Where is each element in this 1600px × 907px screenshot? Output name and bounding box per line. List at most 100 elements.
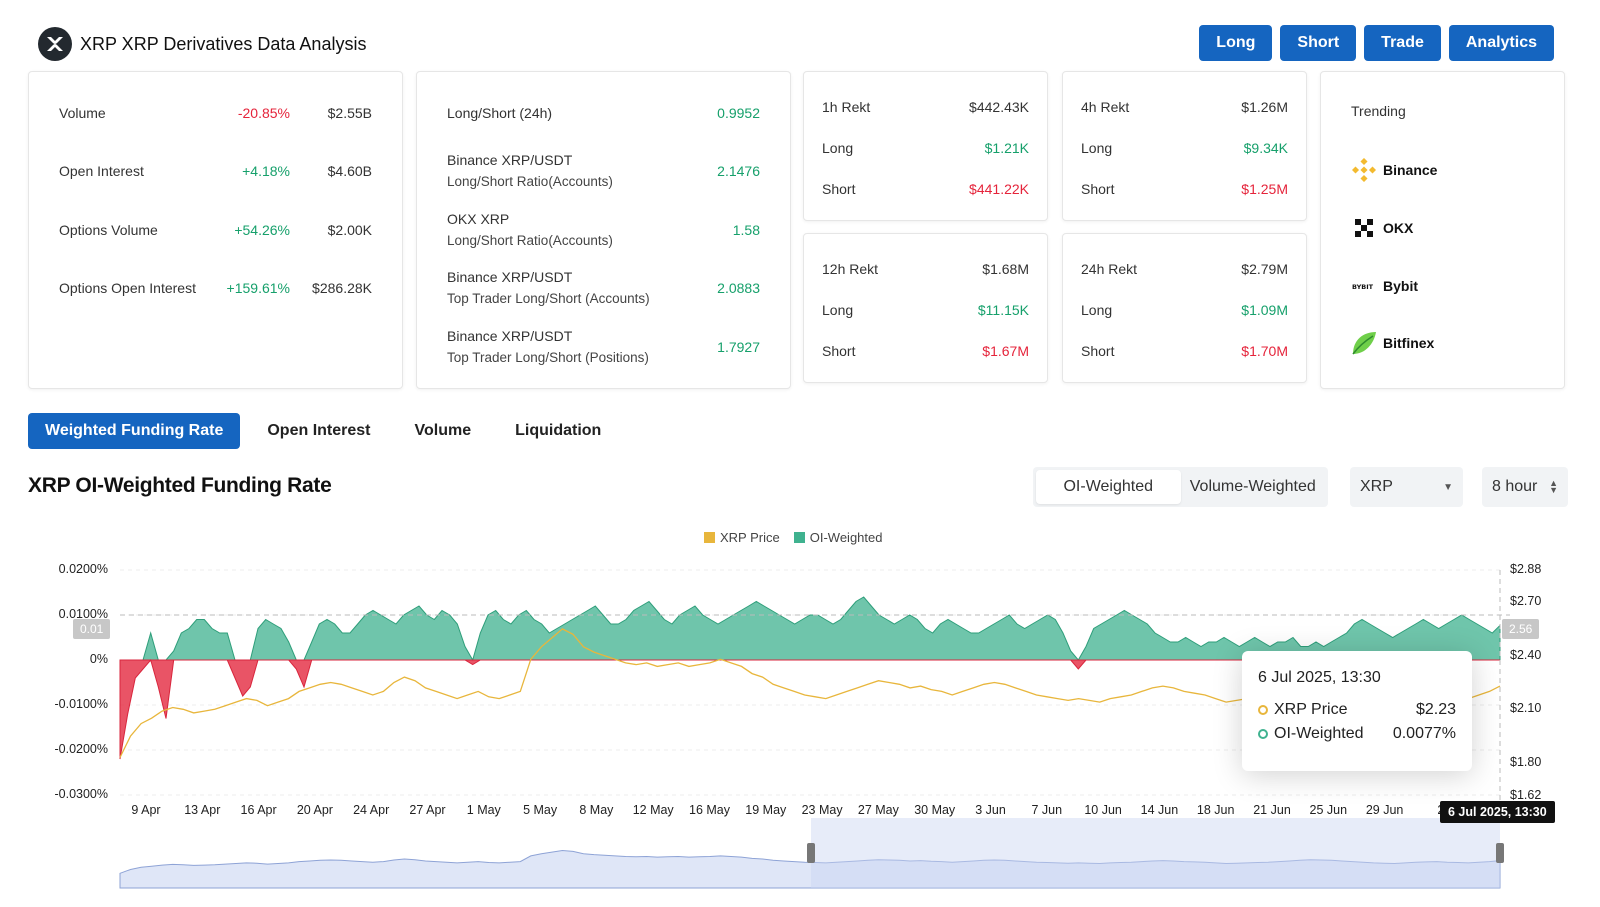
volume-weighted-option[interactable]: Volume-Weighted (1189, 478, 1316, 495)
x-axis-tick: 1 May (466, 803, 501, 817)
top-nav: Long Short Trade Analytics (1199, 25, 1554, 61)
x-axis-tick: 13 Apr (184, 803, 221, 817)
x-axis-tick: 27 Apr (409, 803, 446, 817)
stat-options-open-interest: Options Open Interest +159.61% $286.28K (59, 280, 372, 296)
x-axis-tick: 30 May (914, 803, 956, 817)
stat-change: +159.61% (226, 280, 290, 296)
tab-liquidation[interactable]: Liquidation (515, 422, 602, 439)
rekt-total: $1.26M (1241, 99, 1288, 115)
x-axis-tick: 21 Jun (1253, 803, 1291, 817)
stat-value: $4.60B (327, 163, 372, 179)
tooltip-row-price: XRP Price $2.23 (1258, 701, 1456, 719)
crosshair-right-label: 2.56 (1502, 619, 1540, 639)
ls-value: 1.58 (732, 221, 760, 238)
stat-change: +4.18% (242, 163, 290, 179)
trending-item-bitfinex[interactable]: Bitfinex (1351, 330, 1434, 356)
tab-weighted-funding-rate[interactable]: Weighted Funding Rate (28, 413, 241, 449)
crosshair-x-label: 6 Jul 2025, 13:30 (1440, 801, 1555, 823)
x-axis-tick: 3 Jun (975, 803, 1006, 817)
rekt-short-value: $1.25M (1241, 181, 1288, 197)
interval-select-value: 8 hour (1492, 478, 1538, 495)
x-axis-tick: 16 May (689, 803, 730, 817)
rekt-title: 12h Rekt (822, 261, 879, 277)
trending-item-binance[interactable]: Binance (1351, 157, 1437, 183)
stat-options-volume: Options Volume +54.26% $2.00K (59, 222, 372, 238)
rekt-card-4h: 4h Rekt $1.26M Long $9.34K Short $1.25M (1062, 71, 1307, 221)
rekt-card-1h: 1h Rekt $442.43K Long $1.21K Short $441.22K (803, 71, 1048, 221)
rekt-short-label: Short (1081, 343, 1115, 359)
rekt-long-value: $11.15K (977, 302, 1029, 318)
trending-item-bybit[interactable]: BYBIT Bybit (1351, 273, 1418, 299)
y-left-tick: 0% (89, 652, 108, 666)
stat-value: $2.55B (327, 105, 372, 121)
analytics-button[interactable]: Analytics (1448, 25, 1554, 61)
x-axis-tick: 29 Jun (1365, 803, 1404, 817)
y-left-tick: -0.0300% (54, 787, 108, 801)
caret-down-icon: ▼ (1443, 481, 1453, 493)
oi-weighted-option[interactable]: OI-Weighted (1036, 470, 1181, 504)
trending-item-okx[interactable]: OKX (1351, 215, 1413, 241)
rekt-short-value: $1.67M (982, 343, 1029, 359)
y-right-tick: $1.80 (1510, 755, 1542, 769)
rekt-long-label: Long (822, 302, 854, 318)
ls-label: Binance XRP/USDT (447, 269, 573, 285)
tooltip-series-value: $2.23 (1415, 701, 1456, 718)
x-axis-tick: 19 May (745, 803, 787, 817)
rekt-long-label: Long (1081, 302, 1113, 318)
weighting-toggle: OI-Weighted Volume-Weighted (1033, 467, 1328, 507)
ls-label: Long/Short (24h) (447, 105, 553, 121)
y-left-tick: -0.0100% (54, 697, 108, 711)
y-left-tick: -0.0200% (54, 742, 108, 756)
x-axis-tick: 18 Jun (1196, 803, 1235, 817)
short-button[interactable]: Short (1280, 25, 1357, 61)
x-axis-tick: 10 Jun (1084, 803, 1122, 817)
rekt-long-label: Long (1081, 140, 1113, 156)
ls-value: 0.9952 (717, 105, 760, 121)
trending-title: Trending (1351, 103, 1406, 119)
stat-value: $2.00K (327, 222, 372, 238)
stat-volume: Volume -20.85% $2.55B (59, 105, 372, 121)
okx-icon (1351, 215, 1377, 241)
chart-tooltip: 6 Jul 2025, 13:30 XRP Price $2.23 OI-Wei… (1242, 651, 1472, 771)
rekt-card-12h: 12h Rekt $1.68M Long $11.15K Short $1.67M (803, 233, 1048, 383)
rekt-total: $2.79M (1241, 261, 1288, 277)
tooltip-date: 6 Jul 2025, 13:30 (1258, 669, 1381, 686)
ls-value: 2.0883 (717, 279, 760, 296)
ls-label: Binance XRP/USDT (447, 152, 573, 168)
ls-row: OKX XRP Long/Short Ratio(Accounts) 1.58 (447, 211, 760, 248)
trending-label: Bitfinex (1383, 335, 1435, 351)
rekt-short-value: $1.70M (1241, 343, 1288, 359)
tab-open-interest[interactable]: Open Interest (267, 422, 371, 439)
interval-select[interactable]: 8 hour ▲ ▼ (1482, 467, 1568, 507)
ls-row: Binance XRP/USDT Long/Short Ratio(Accoun… (447, 152, 760, 189)
long-button[interactable]: Long (1199, 25, 1273, 61)
rekt-long-value: $9.34K (1243, 140, 1288, 156)
ls-sublabel: Long/Short Ratio(Accounts) (447, 174, 613, 189)
stat-open-interest: Open Interest +4.18% $4.60B (59, 163, 372, 179)
y-right-tick: $1.62 (1510, 788, 1542, 802)
rekt-total: $1.68M (982, 261, 1029, 277)
x-axis-tick: 14 Jun (1140, 803, 1179, 817)
trade-button[interactable]: Trade (1364, 25, 1441, 61)
tab-volume[interactable]: Volume (414, 422, 472, 439)
xrp-logo-icon (38, 27, 72, 61)
rekt-long-label: Long (822, 140, 854, 156)
price-dot-icon (1258, 705, 1268, 715)
ls-sublabel: Top Trader Long/Short (Accounts) (447, 291, 650, 306)
x-axis-tick: 16 Apr (240, 803, 277, 817)
navigator-handle-left (807, 843, 815, 863)
rekt-short-label: Short (822, 343, 856, 359)
coin-select[interactable]: XRP ▼ (1350, 467, 1463, 507)
page-title: XRP XRP Derivatives Data Analysis (80, 33, 367, 54)
trending-label: OKX (1383, 220, 1414, 236)
bitfinex-icon (1351, 330, 1377, 356)
x-axis-tick: 23 May (801, 803, 843, 817)
metric-tabs: Weighted Funding Rate Open Interest Volu… (28, 413, 618, 449)
y-right-tick: $2.88 (1510, 562, 1542, 576)
legend-oi-weighted[interactable]: OI-Weighted (793, 530, 882, 545)
crosshair-left-label: 0.01 (73, 619, 111, 639)
legend-xrp-price[interactable]: XRP Price (704, 530, 780, 545)
rekt-total: $442.43K (969, 99, 1029, 115)
ls-row: Binance XRP/USDT Top Trader Long/Short (… (447, 269, 760, 306)
sort-arrows-icon: ▲ ▼ (1549, 478, 1558, 495)
